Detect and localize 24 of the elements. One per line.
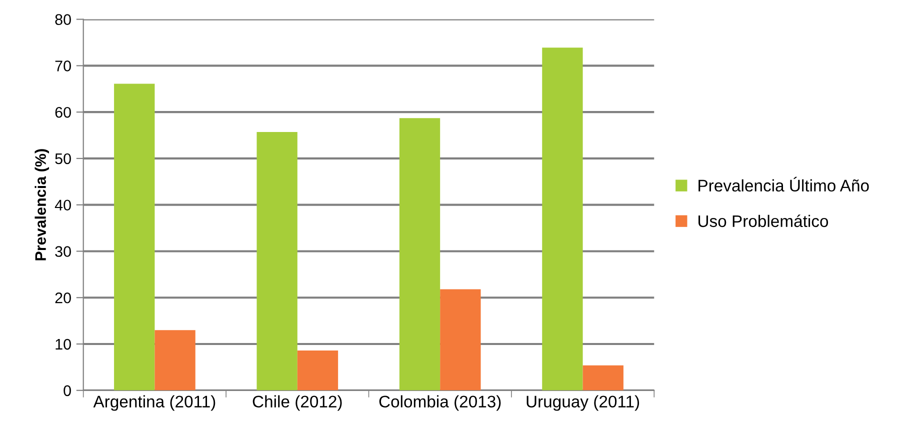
x-tick-label: Argentina (2011): [93, 395, 216, 411]
legend-label: Uso Problemático: [698, 214, 828, 228]
y-tick-label: 60: [55, 106, 71, 118]
y-tick-label: 10: [56, 338, 71, 350]
y-tick-label: 40: [54, 200, 71, 211]
y-tick-label: 80: [55, 14, 71, 25]
bar: [399, 118, 440, 390]
y-tick-label: 0: [64, 385, 71, 396]
y-tick-label: 70: [55, 60, 71, 72]
bar: [114, 84, 155, 390]
x-tick-label: Uruguay (2011): [526, 395, 640, 411]
bar: [256, 132, 298, 390]
bar: [542, 48, 583, 390]
y-tick-label: 20: [55, 292, 71, 304]
x-tick-label: Chile (2012): [252, 395, 342, 411]
y-tick-label: 30: [55, 246, 71, 257]
y-axis-title: Prevalencia (%): [34, 149, 49, 260]
bar: [582, 365, 624, 390]
bar: [297, 350, 338, 390]
y-tick-label: 50: [55, 153, 71, 164]
bar: [440, 289, 481, 390]
bar: [154, 330, 196, 390]
legend-label: Prevalencia Último Año: [698, 176, 869, 192]
x-tick-label: Colombia (2013): [379, 395, 501, 411]
